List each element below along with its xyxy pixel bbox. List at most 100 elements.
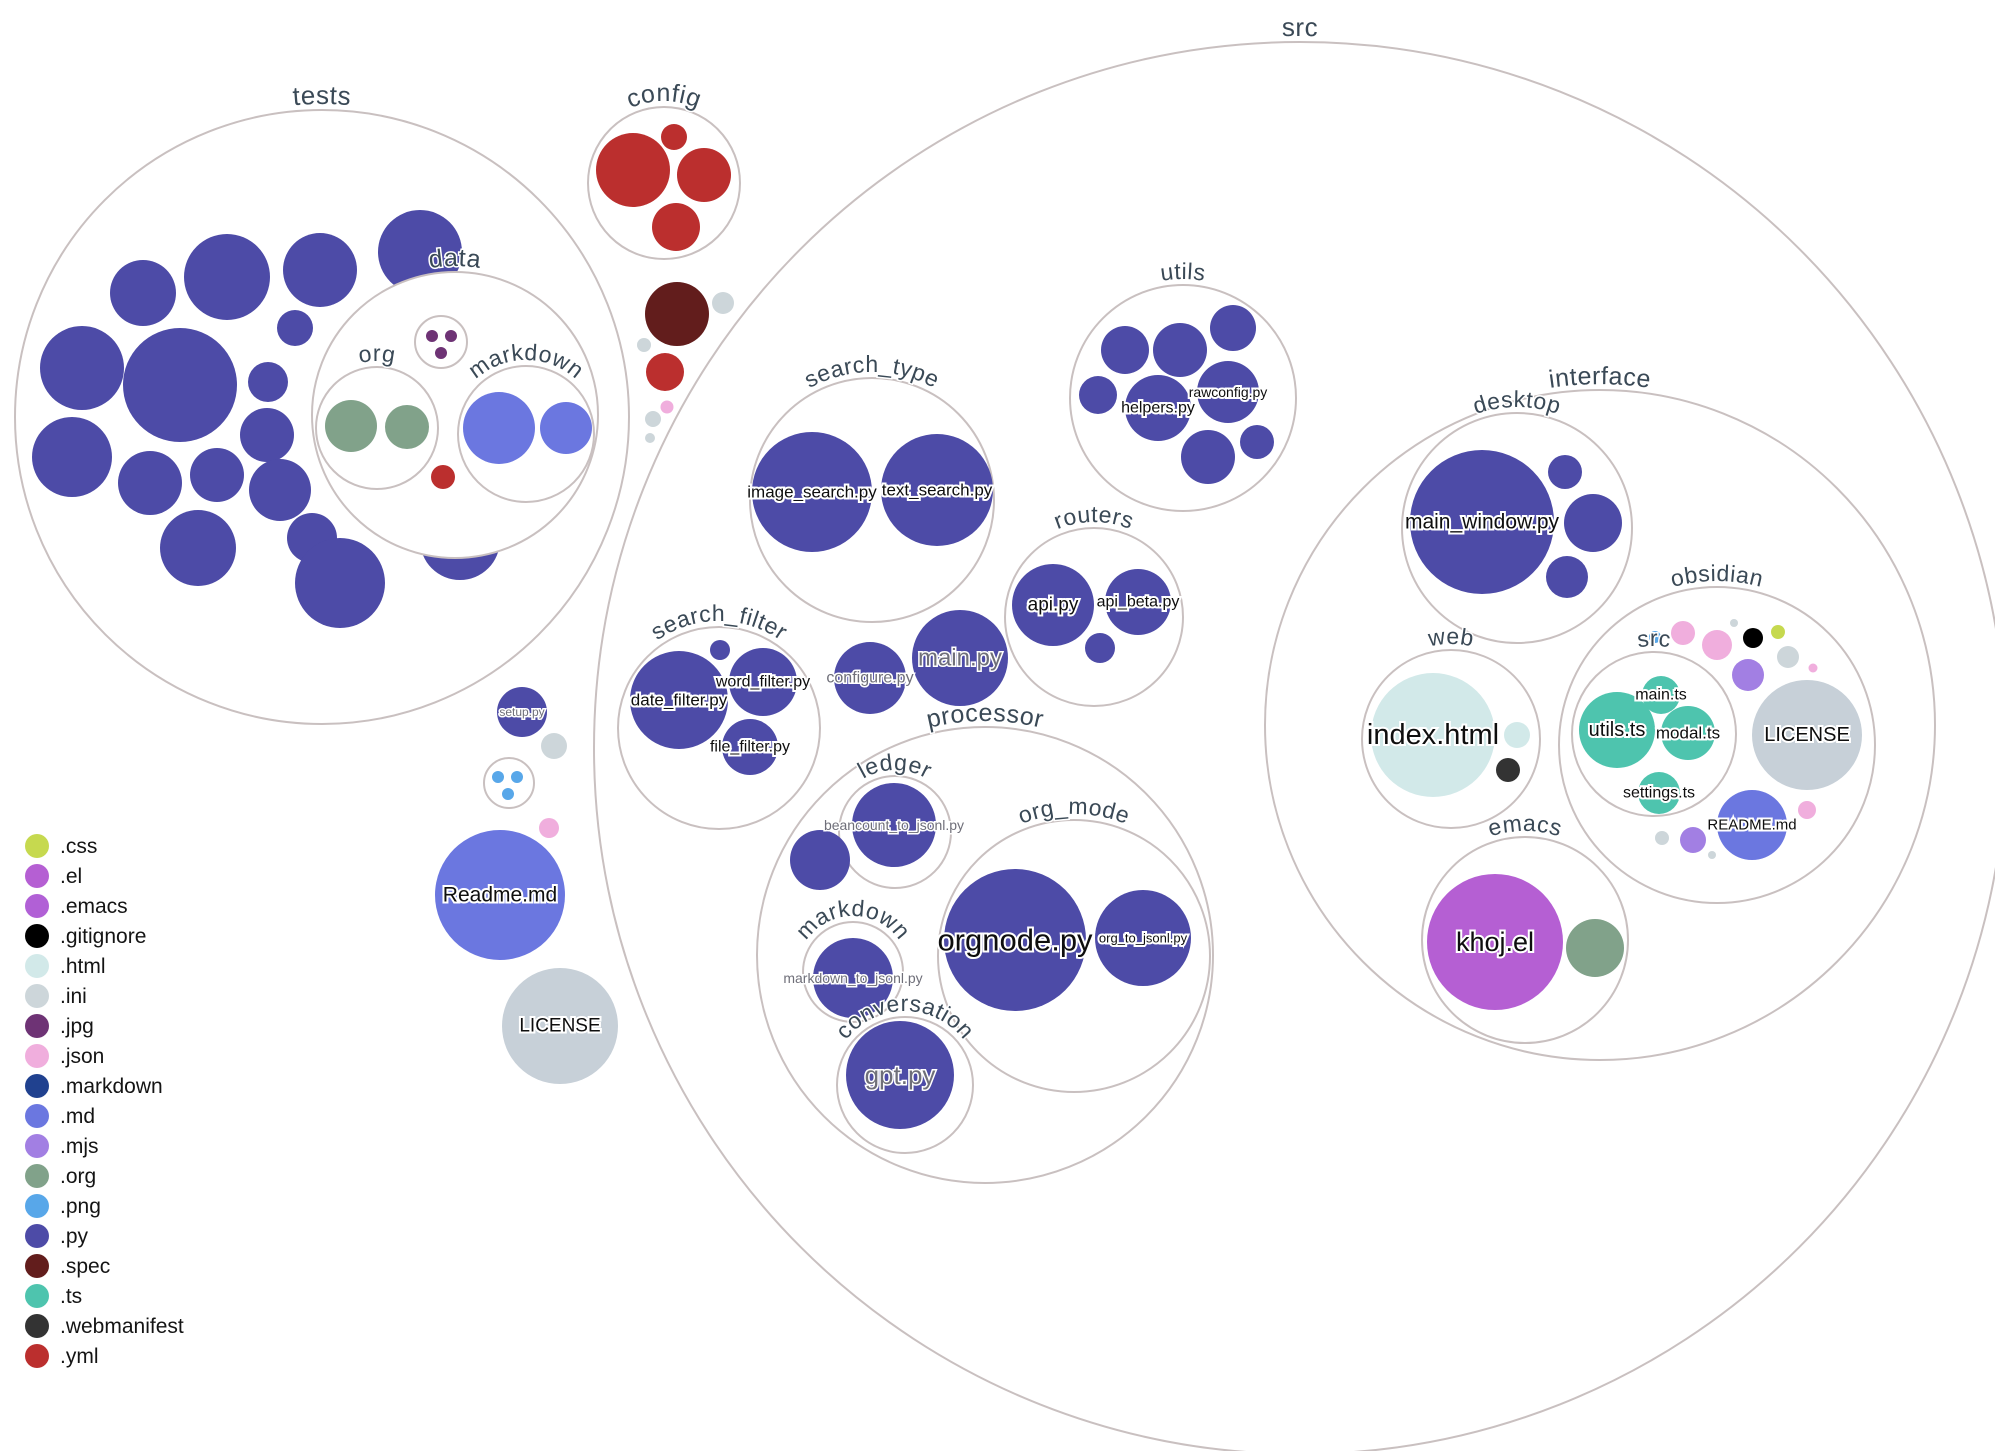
- legend-extension-label: .webmanifest: [60, 1314, 184, 1338]
- file-label-configure-py: configure.py: [826, 670, 913, 687]
- legend-color-dot: [25, 1104, 49, 1128]
- file-label-text-search-py: text_search.py: [882, 481, 993, 500]
- file-circle-png: [502, 788, 514, 800]
- file-circle-org: [325, 400, 377, 452]
- file-circle-html: [1504, 722, 1530, 748]
- legend-item-org: .org: [25, 1161, 184, 1191]
- file-circle-yml: [677, 148, 731, 202]
- file-circle-org-to-jsonl-py: [1095, 890, 1191, 986]
- file-circle-png: [511, 771, 523, 783]
- file-circle-image-search-py: [752, 432, 872, 552]
- file-circle-ini: [1655, 831, 1669, 845]
- file-circle-json: [1808, 663, 1818, 673]
- legend-color-dot: [25, 1014, 49, 1038]
- legend-color-dot: [25, 954, 49, 978]
- file-circle-ini: [637, 338, 651, 352]
- file-circle-py: [190, 448, 244, 502]
- file-circle-py: [123, 328, 237, 442]
- file-circle-ini: [1777, 646, 1799, 668]
- legend-item-png: .png: [25, 1191, 184, 1221]
- file-circle-ini: [1708, 851, 1716, 859]
- legend-color-dot: [25, 1074, 49, 1098]
- file-circle-org: [385, 405, 429, 449]
- file-label-api-beta-py: api_beta.py: [1097, 594, 1180, 611]
- file-circle-license: [1752, 680, 1862, 790]
- folder-label-processor: processor: [924, 699, 1047, 734]
- file-circle-json: [1671, 621, 1695, 645]
- legend-color-dot: [25, 1044, 49, 1068]
- legend-extension-label: .jpg: [60, 1014, 94, 1038]
- legend-item-gitignore: .gitignore: [25, 921, 184, 951]
- file-circle-jpg: [426, 330, 438, 342]
- file-circle-yml: [646, 353, 684, 391]
- file-circle-gitignore: [1743, 628, 1763, 648]
- file-circle-ini: [1730, 619, 1738, 627]
- legend-item-markdown: .markdown: [25, 1071, 184, 1101]
- folder-circle: [414, 315, 468, 369]
- legend-item-webmanifest: .webmanifest: [25, 1311, 184, 1341]
- file-circle-main-ts: [1642, 676, 1680, 714]
- legend-color-dot: [25, 1344, 49, 1368]
- legend-color-dot: [25, 1134, 49, 1158]
- file-circle-py: [790, 830, 850, 890]
- folder-label-org: org: [356, 340, 397, 368]
- folder-label-src: src: [1282, 12, 1319, 42]
- file-circle-yml: [431, 465, 455, 489]
- legend-extension-label: .gitignore: [60, 924, 147, 948]
- folder-label-tests: tests: [291, 80, 352, 111]
- file-circle-main-py: [912, 610, 1008, 706]
- legend-item-ini: .ini: [25, 981, 184, 1011]
- file-circle-mjs: [1732, 659, 1764, 691]
- file-circle-json: [539, 818, 559, 838]
- file-circle-index-html: [1371, 673, 1495, 797]
- file-circle-css: [1771, 625, 1785, 639]
- file-circle-settings-ts: [1638, 772, 1680, 814]
- file-label-modal-ts: modal.ts: [1656, 724, 1720, 743]
- legend-extension-label: .emacs: [60, 894, 128, 918]
- legend-item-html: .html: [25, 951, 184, 981]
- legend-item-el: .el: [25, 861, 184, 891]
- file-label-gpt-py: gpt.py: [865, 1060, 936, 1090]
- file-circle-jpg: [435, 347, 447, 359]
- legend-extension-label: .ts: [60, 1284, 83, 1308]
- file-label-license: LICENSE: [1764, 724, 1850, 746]
- file-circle-py: [1153, 323, 1207, 377]
- file-label-main-window-py: main_window.py: [1405, 511, 1560, 534]
- file-label-index-html: index.html: [1367, 719, 1499, 751]
- file-circle-helpers-py: [1125, 375, 1191, 441]
- file-circle-ini: [645, 433, 655, 443]
- file-circle-markdown-to-jsonl-py: [813, 938, 893, 1018]
- file-label-settings-ts: settings.ts: [1623, 785, 1695, 802]
- file-circle-readme-md: [1717, 790, 1787, 860]
- file-circle-configure-py: [834, 642, 906, 714]
- file-label-date-filter-py: date_filter.py: [631, 691, 728, 710]
- file-circle-utils-ts: [1579, 692, 1655, 768]
- file-circle-json: [1702, 630, 1732, 660]
- file-label-word-filter-py: word_filter.py: [715, 674, 810, 691]
- file-circle-py: [248, 362, 288, 402]
- file-label-main-py: main.py: [918, 645, 1002, 672]
- legend-color-dot: [25, 834, 49, 858]
- file-circle-readme-md: [435, 830, 565, 960]
- file-label-org-to-jsonl-py: org_to_jsonl.py: [1099, 931, 1188, 946]
- file-circle-yml: [661, 124, 687, 150]
- file-label-beancount-to-jsonl-py: beancount_to_jsonl.py: [824, 817, 964, 833]
- file-circle-py: [249, 459, 311, 521]
- file-circle-beancount-to-jsonl-py: [852, 783, 936, 867]
- file-circle-py: [710, 640, 730, 660]
- file-circle-py: [40, 326, 124, 410]
- file-extension-legend: .css .el .emacs .gitignore .html .ini .j…: [25, 831, 184, 1371]
- file-circle-py: [1079, 376, 1117, 414]
- file-circle-api-beta-py: [1105, 569, 1171, 635]
- legend-extension-label: .png: [60, 1194, 101, 1218]
- file-circle-py: [184, 234, 270, 320]
- legend-item-md: .md: [25, 1101, 184, 1131]
- file-label-readme-md: README.md: [1707, 817, 1796, 834]
- legend-extension-label: .el: [60, 864, 83, 888]
- file-circle-org: [1566, 919, 1624, 977]
- legend-extension-label: .markdown: [60, 1074, 163, 1098]
- folder-label-web: web: [1425, 623, 1476, 651]
- folder-label-utils: utils: [1159, 258, 1208, 286]
- legend-extension-label: .mjs: [60, 1134, 99, 1158]
